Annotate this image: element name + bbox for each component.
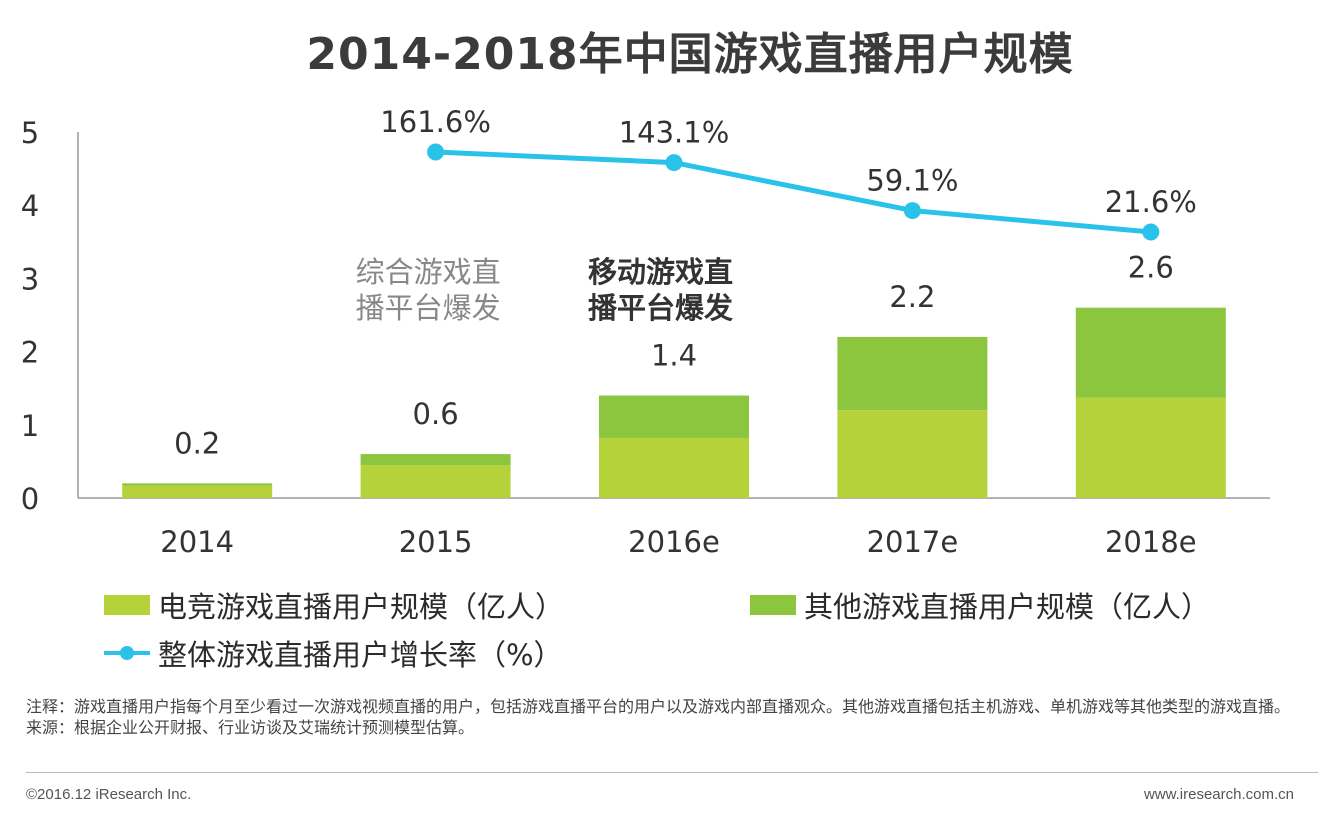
annotation-text: 综合游戏直 (356, 255, 501, 289)
y-tick-label: 3 (21, 262, 39, 296)
y-tick-label: 0 (21, 482, 39, 516)
y-tick-label: 2 (21, 336, 39, 370)
bar-esports-2016e (599, 437, 749, 498)
annotation-text: 播平台爆发 (356, 291, 501, 325)
annotation-text: 播平台爆发 (588, 291, 733, 325)
bar-esports-2015 (360, 465, 511, 498)
growth-rate-label: 21.6% (1105, 185, 1197, 219)
legend-label-esports: 电竞游戏直播用户规模（亿人） (158, 590, 565, 624)
growth-rate-point (427, 143, 445, 161)
bar-total-label: 2.6 (1128, 251, 1174, 285)
growth-rate-label: 59.1% (866, 164, 958, 198)
bar-other-2017e (837, 336, 988, 411)
note-source: 来源：根据企业公开财报、行业访谈及艾瑞统计预测模型估算。 (26, 718, 475, 737)
bar-total-label: 0.2 (174, 426, 220, 460)
y-tick-label: 4 (21, 189, 39, 223)
bar-other-2018e (1075, 307, 1226, 398)
x-tick-label: 2016e (628, 525, 720, 559)
bar-total-label: 0.6 (413, 397, 459, 431)
legend-item-growth: 整体游戏直播用户增长率（%） (104, 632, 563, 674)
y-tick-label: 1 (21, 409, 39, 443)
legend-swatch-other (750, 595, 796, 615)
stacked-bar-line-chart: 0 1 2 3 4 5 0.2 2014 0.6 2015 1.4 2016e 2.2 2017e 2.6 2… (21, 105, 1270, 559)
y-tick-label: 5 (21, 116, 39, 150)
legend-swatch-growth (104, 643, 150, 663)
x-tick-label: 2017e (867, 525, 959, 559)
bar-esports-2017e (837, 410, 988, 498)
chart-note: 注释：游戏直播用户指每个月至少看过一次游戏视频直播的用户，包括游戏直播平台的用户… (26, 696, 1316, 738)
chart-title: 2014-2018年中国游戏直播用户规模 (306, 29, 1074, 80)
bar-other-2015 (360, 454, 511, 466)
bar-total-label: 1.4 (651, 339, 697, 373)
legend-swatch-esports (104, 595, 150, 615)
note-definition: 注释：游戏直播用户指每个月至少看过一次游戏视频直播的用户，包括游戏直播平台的用户… (26, 697, 1291, 716)
x-tick-label: 2015 (399, 525, 473, 559)
legend-label-growth: 整体游戏直播用户增长率（%） (158, 638, 563, 672)
growth-rate-point (903, 202, 921, 220)
bar-total-label: 2.2 (889, 280, 935, 314)
footer-copyright: ©2016.12 iResearch Inc. (26, 786, 192, 803)
legend-label-other: 其他游戏直播用户规模（亿人） (804, 590, 1211, 624)
bar-other-2014 (122, 483, 273, 486)
legend-item-esports: 电竞游戏直播用户规模（亿人） (104, 584, 564, 626)
footer-url: www.iresearch.com.cn (1143, 786, 1294, 803)
footer-divider (26, 772, 1318, 773)
legend-item-other: 其他游戏直播用户规模（亿人） (750, 584, 1210, 626)
growth-rate-line (435, 149, 1152, 235)
x-tick-label: 2018e (1105, 525, 1197, 559)
bar-esports-2018e (1075, 397, 1226, 498)
bar-other-2016e (599, 395, 749, 438)
annotation-text: 移动游戏直 (588, 255, 733, 289)
growth-rate-point (1142, 223, 1160, 241)
growth-rate-point (665, 154, 683, 172)
bar-esports-2014 (122, 485, 273, 498)
growth-rate-label: 161.6% (380, 105, 491, 139)
growth-rate-label: 143.1% (619, 116, 730, 150)
x-tick-label: 2014 (160, 525, 234, 559)
